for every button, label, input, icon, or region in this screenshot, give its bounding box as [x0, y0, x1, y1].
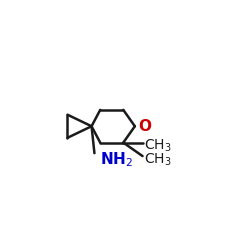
Text: NH$_2$: NH$_2$ [100, 150, 133, 169]
Text: O: O [139, 119, 152, 134]
Text: CH$_3$: CH$_3$ [144, 137, 172, 154]
Text: CH$_3$: CH$_3$ [144, 151, 172, 168]
